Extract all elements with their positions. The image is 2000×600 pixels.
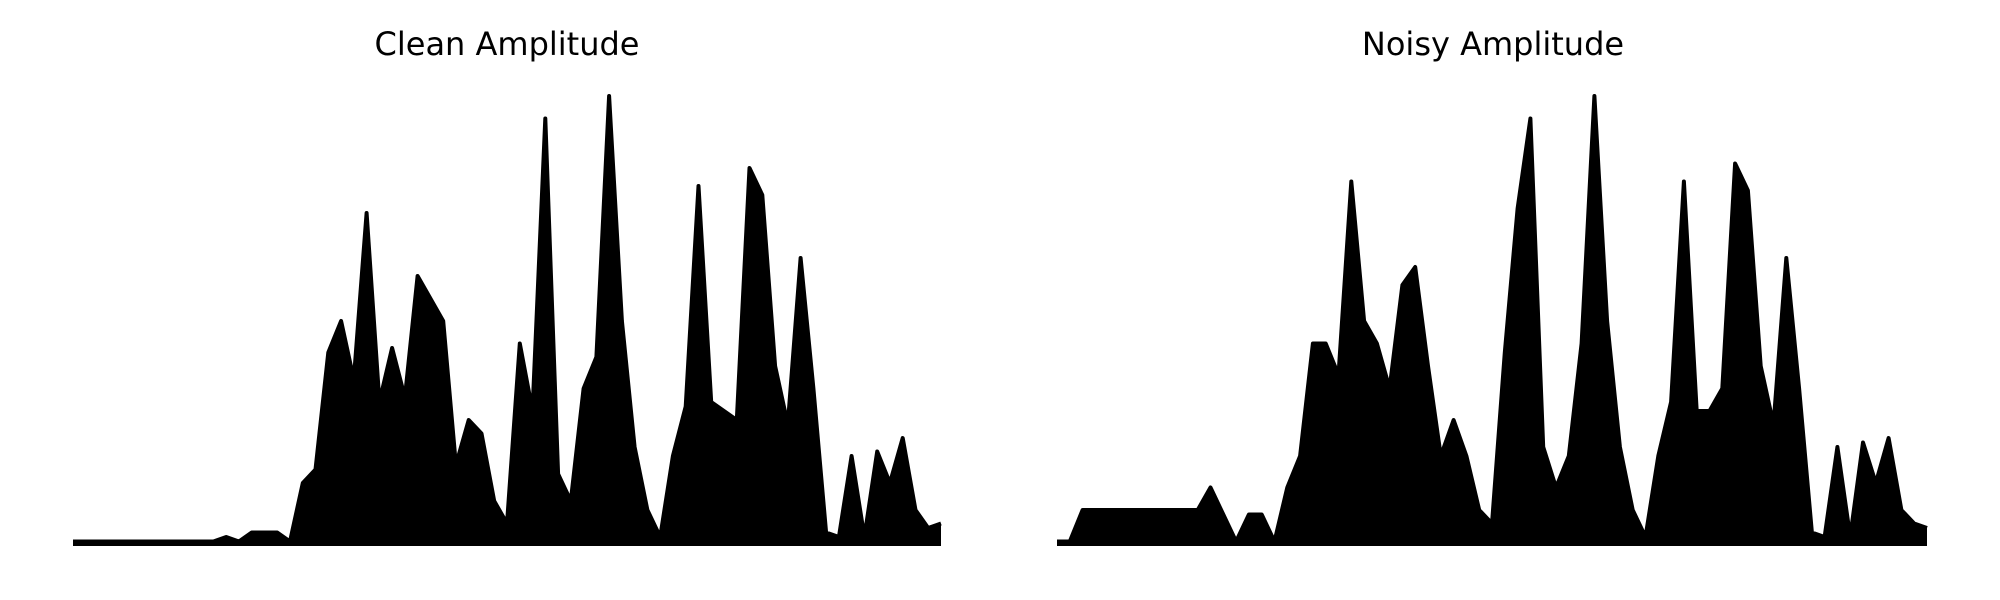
- amplitude-line: [1057, 94, 1928, 544]
- amplitude-area: [1057, 96, 1927, 546]
- chart-title: Clean Amplitude: [375, 25, 640, 63]
- chart-title: Noisy Amplitude: [1362, 25, 1624, 63]
- amplitude-line: [73, 94, 942, 544]
- amplitude-area: [73, 96, 941, 546]
